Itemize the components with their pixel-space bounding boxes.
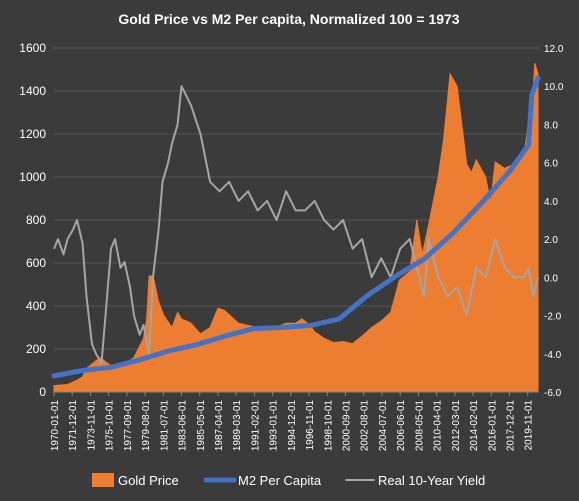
x-tick-label: 1983-06-01 [178,400,189,452]
real-yield-series [53,85,539,365]
gold-price-area [53,62,539,393]
x-tick-label: 1975-10-01 [105,400,116,452]
x-tick-label: 2017-12-01 [505,400,516,452]
x-tick-label: 1989-03-01 [232,400,243,452]
y-left-tick-label: 800 [26,213,46,227]
x-tick-label: 2010-04-01 [433,400,444,452]
legend-item: Gold Price [92,473,179,488]
x-tick-label: 2014-02-01 [469,400,480,452]
x-tick-label: 1985-05-01 [196,400,207,452]
x-tick-label: 1970-01-01 [50,400,61,452]
y-right-tick-label: -2.0 [544,312,562,323]
axes: 0 200 400 600 800 1000 1200 1400 1600 -6.0 -4.0 -2.… [19,41,564,451]
y-left-tick-label: 1600 [19,41,46,55]
chart-title: Gold Price vs M2 Per capita, Normalized … [118,11,459,27]
y-right-tick-label: 0.0 [544,273,558,284]
y-left-tick-label: 1400 [19,84,46,98]
y-right-tick-label: -4.0 [544,350,562,361]
x-tick-label: 1991-02-01 [250,400,261,452]
x-tick-label: 2000-09-01 [342,400,353,452]
x-tick-label: 1977-09-01 [123,400,134,452]
legend-swatch [92,473,114,487]
y-left-tick-label: 200 [26,342,46,356]
y-left-tick-label: 1200 [19,127,46,141]
y-right-tick-label: 2.0 [544,235,558,246]
x-tick-label: 2002-08-01 [360,400,371,452]
m2-per-capita-line [51,75,541,379]
x-tick-label: 1973-11-01 [86,400,97,451]
real-yield-line [53,85,539,365]
x-tick-label: 2012-03-01 [451,400,462,452]
y-right-tick-label: 8.0 [544,120,558,131]
x-tick-label: 1987-04-01 [214,400,225,452]
legend-label: M2 Per Capita [238,473,322,488]
x-tick-label: 1998-10-01 [323,400,334,452]
x-tick-label: 1979-08-01 [141,400,152,452]
x-tick-label: 2006-06-01 [396,400,407,452]
legend-label: Real 10-Year Yield [378,473,485,488]
y-right-tick-label: 12.0 [544,44,564,55]
x-tick-label: 1993-01-01 [269,400,280,452]
gold-price-series [53,62,539,393]
legend-item: M2 Per Capita [203,473,322,488]
y-left-tick-label: 400 [26,299,46,313]
x-tick-label: 2019-11-01 [524,400,535,451]
y-left-tick-label: 1000 [19,170,46,184]
x-tick-label: 2008-05-01 [414,400,425,452]
x-tick-label: 2004-07-01 [378,400,389,452]
m2-per-capita-series [51,75,541,379]
x-tick-label: 1981-07-01 [159,400,170,452]
y-right-tick-label: 6.0 [544,159,558,170]
y-left-tick-label: 600 [26,256,46,270]
x-tick-label: 1971-12-01 [68,400,79,452]
y-left-tick-label: 0 [39,385,46,399]
legend-item: Real 10-Year Yield [345,473,485,488]
legend-label: Gold Price [118,473,179,488]
y-right-tick-label: -6.0 [544,388,562,399]
x-tick-label: 1996-11-01 [305,400,316,451]
y-right-tick-label: 10.0 [544,82,564,93]
x-tick-label: 2016-01-01 [487,400,498,452]
x-tick-label: 1994-12-01 [287,400,298,452]
y-right-tick-label: 4.0 [544,197,558,208]
legend: Gold Price M2 Per Capita Real 10-Year Yiel… [92,473,485,488]
